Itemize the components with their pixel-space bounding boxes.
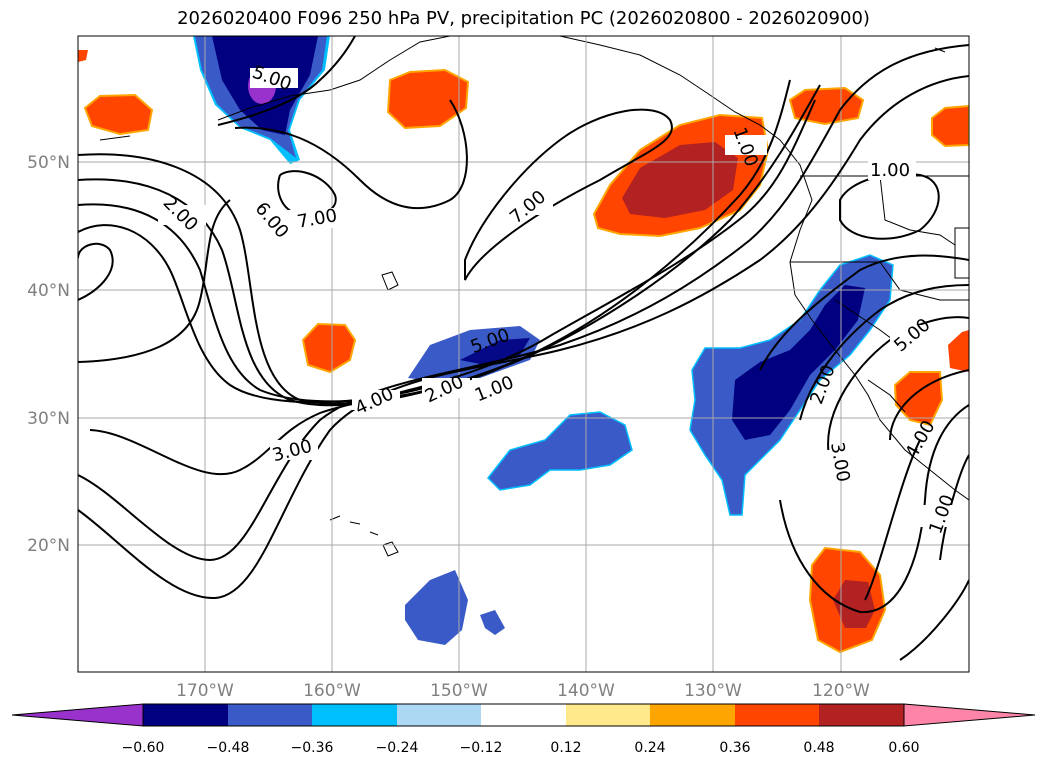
lon-label-120w: 120°W bbox=[812, 681, 870, 701]
lat-label-40n: 40°N bbox=[27, 281, 70, 301]
lon-label-130w: 130°W bbox=[684, 681, 742, 701]
colorbar-tick: −0.24 bbox=[376, 740, 419, 756]
lon-label-160w: 160°W bbox=[303, 681, 361, 701]
colorbar-tick: −0.60 bbox=[122, 740, 165, 756]
colorbar-segment bbox=[143, 704, 228, 726]
precip-red-regions bbox=[78, 50, 969, 654]
contour-label: 1.00 bbox=[870, 160, 910, 181]
map-frame bbox=[77, 35, 970, 673]
map-title: 2026020400 F096 250 hPa PV, precipitatio… bbox=[177, 8, 870, 29]
colorbar-tick: −0.36 bbox=[291, 740, 334, 756]
lat-label-30n: 30°N bbox=[27, 409, 70, 429]
longitude-labels: 170°W 160°W 150°W 140°W 130°W 120°W bbox=[176, 681, 870, 701]
colorbar-tick: −0.48 bbox=[207, 740, 250, 756]
colorbar-tick: −0.12 bbox=[460, 740, 503, 756]
colorbar-tick: 0.24 bbox=[634, 740, 665, 756]
lon-label-140w: 140°W bbox=[557, 681, 615, 701]
colorbar-segment bbox=[650, 704, 735, 726]
colorbar-segment bbox=[481, 704, 566, 726]
colorbar-segment bbox=[397, 704, 481, 726]
lat-label-50n: 50°N bbox=[27, 153, 70, 173]
lat-label-20n: 20°N bbox=[27, 536, 70, 556]
coastlines bbox=[99, 36, 969, 557]
colorbar-segment bbox=[228, 704, 312, 726]
lon-label-170w: 170°W bbox=[176, 681, 234, 701]
latitude-labels: 50°N 40°N 30°N 20°N bbox=[27, 153, 70, 556]
colorbar-segment bbox=[312, 704, 397, 726]
colorbar-tick: 0.60 bbox=[888, 740, 919, 756]
colorbar-tick: 0.48 bbox=[803, 740, 834, 756]
colorbar-extend-max bbox=[903, 703, 1036, 727]
colorbar-segment bbox=[819, 704, 904, 726]
colorbar-extend-min bbox=[11, 703, 144, 727]
colorbar-tick: 0.36 bbox=[719, 740, 750, 756]
colorbar: −0.60 −0.48 −0.36 −0.24 −0.12 0.12 0.24 … bbox=[11, 703, 1036, 756]
map-area: 5.00 2.00 6.00 7.00 7.00 1.00 5.00 4.00 … bbox=[78, 36, 969, 672]
colorbar-segment bbox=[735, 704, 819, 726]
colorbar-segment bbox=[566, 704, 650, 726]
precip-alaska-positive bbox=[386, 68, 470, 130]
colorbar-tick: 0.12 bbox=[550, 740, 581, 756]
lon-label-150w: 150°W bbox=[430, 681, 488, 701]
